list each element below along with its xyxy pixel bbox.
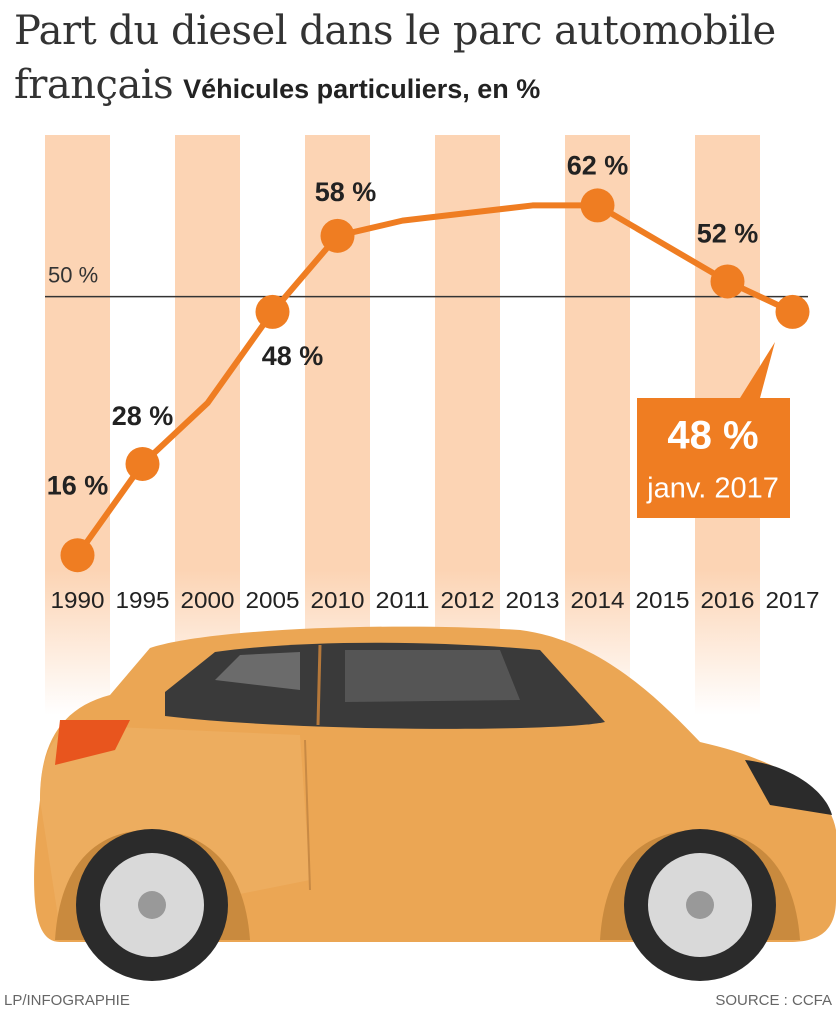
data-label: 52 % [697, 219, 759, 249]
x-tick-label: 2013 [506, 587, 560, 613]
x-tick-label: 2014 [571, 587, 625, 613]
point-marker [60, 538, 95, 573]
point-marker [255, 294, 290, 329]
x-tick-label: 2000 [181, 587, 235, 613]
point-marker [320, 218, 355, 253]
data-label: 62 % [567, 151, 629, 181]
x-tick-label: 2011 [376, 587, 430, 613]
chart-header: Part du diesel dans le parc automobile f… [14, 4, 834, 116]
point-marker [775, 294, 810, 329]
x-tick-label: 2012 [441, 587, 495, 613]
x-tick-label: 2010 [311, 587, 365, 613]
source: SOURCE : CCFA [715, 992, 832, 1009]
column-band [45, 135, 110, 715]
annotation: janv. 2017 [646, 473, 779, 505]
x-tick-label: 2005 [246, 587, 300, 613]
callout-box [637, 342, 790, 518]
point-marker [710, 264, 745, 299]
point-marker [580, 188, 615, 223]
chart-title: Part du diesel dans le parc automobile f… [14, 8, 776, 108]
reference-label: 50 % [48, 262, 98, 287]
data-label: 16 % [47, 470, 109, 500]
x-tick-label: 1990 [51, 587, 105, 613]
data-label: 28 % [112, 401, 174, 431]
x-tick-label: 2015 [636, 587, 690, 613]
data-label: 48 % [262, 341, 324, 371]
column-band [565, 135, 630, 715]
x-tick-label: 2017 [766, 587, 820, 613]
x-tick-label: 2016 [701, 587, 755, 613]
x-tick-label: 1995 [116, 587, 170, 613]
car-illustration [34, 626, 837, 981]
column-band [435, 135, 500, 715]
credit: LP/INFOGRAPHIE [4, 992, 130, 1009]
point-marker [125, 446, 160, 481]
chart-subtitle: Véhicules particuliers, en % [183, 74, 541, 104]
data-label: 48 % [667, 414, 758, 458]
line [75, 202, 794, 557]
data-label: 58 % [315, 177, 377, 207]
